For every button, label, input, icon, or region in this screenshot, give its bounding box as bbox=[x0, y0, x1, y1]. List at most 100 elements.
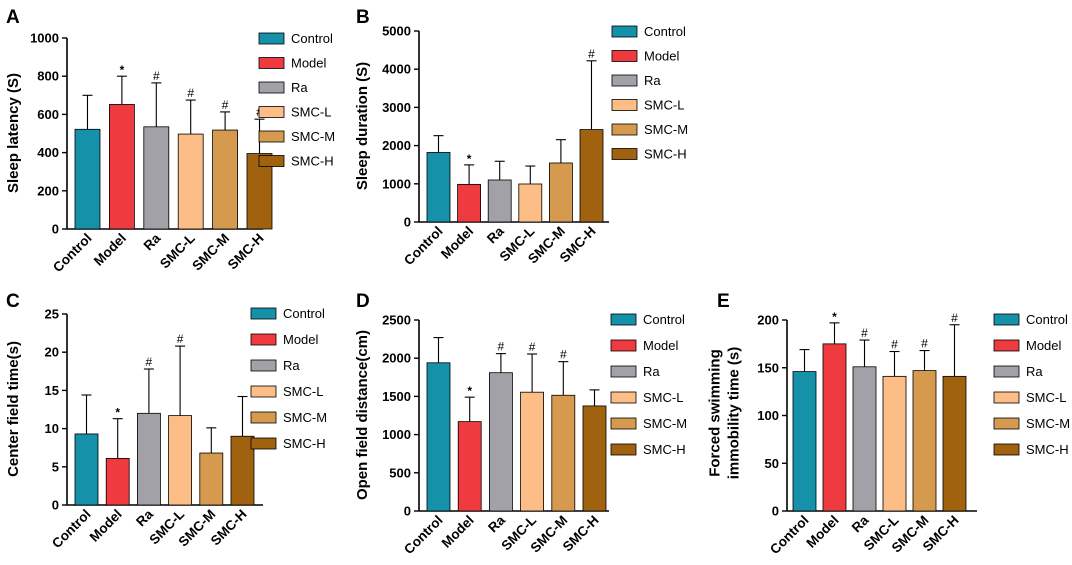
legend-label: Ra bbox=[291, 80, 308, 95]
y-tick-label: 800 bbox=[37, 69, 59, 84]
bar-ra bbox=[143, 126, 170, 230]
x-tick-label: Model bbox=[91, 231, 129, 269]
legend-swatch bbox=[610, 339, 637, 352]
x-tick-label: Control bbox=[50, 231, 95, 276]
legend-label: Model bbox=[1026, 338, 1062, 353]
y-tick-label: 0 bbox=[52, 498, 59, 513]
y-tick-label: 50 bbox=[765, 456, 779, 471]
y-tick-label: 200 bbox=[757, 313, 779, 328]
bar-smc-h bbox=[230, 435, 255, 506]
legend-swatch bbox=[993, 365, 1020, 378]
significance-mark: # bbox=[177, 332, 184, 346]
significance-mark: # bbox=[187, 86, 194, 100]
y-tick-label: 3000 bbox=[382, 100, 411, 115]
x-tick-label: Ra bbox=[485, 512, 508, 535]
bar-model bbox=[457, 183, 482, 223]
legend-label: Control bbox=[643, 312, 685, 327]
significance-mark: # bbox=[951, 311, 958, 325]
y-axis-title: Sleep duration (S) bbox=[354, 62, 371, 190]
legend-label: Control bbox=[644, 24, 686, 39]
legend-swatch bbox=[611, 74, 638, 87]
legend: Control Model Ra SMC-L SMC-M SMC-H bbox=[258, 31, 335, 169]
legend-swatch bbox=[258, 106, 285, 118]
bar-model bbox=[822, 343, 847, 512]
legend-label: SMC-M bbox=[643, 416, 687, 431]
y-tick-label: 1000 bbox=[30, 31, 59, 46]
significance-mark: # bbox=[146, 355, 153, 369]
x-tick-label: SMC-H bbox=[225, 231, 267, 273]
bar-ra bbox=[136, 412, 161, 506]
bar-control bbox=[792, 371, 817, 512]
y-tick-label: 1500 bbox=[382, 389, 411, 404]
y-tick-label: 400 bbox=[37, 145, 59, 160]
y-tick-label: 200 bbox=[37, 183, 59, 198]
legend-swatch bbox=[610, 313, 637, 326]
legend-label: SMC-L bbox=[283, 384, 323, 399]
panel-label: C bbox=[6, 291, 20, 312]
legend-label: SMC-H bbox=[644, 147, 687, 162]
x-tick-label: Model bbox=[439, 513, 477, 551]
y-axis-title: Open field distance(cm) bbox=[354, 330, 371, 500]
panel-label: B bbox=[356, 7, 370, 28]
x-tick-label: Control bbox=[401, 513, 446, 558]
panel-label: A bbox=[6, 7, 20, 28]
y-tick-label: 0 bbox=[404, 504, 411, 519]
x-tick-label: Model bbox=[803, 513, 841, 551]
legend-swatch bbox=[611, 25, 638, 38]
legend-swatch bbox=[610, 365, 637, 378]
bar-model bbox=[105, 457, 130, 506]
y-axis-title: Center field time(s) bbox=[5, 341, 22, 477]
y-tick-label: 5 bbox=[52, 459, 59, 474]
x-tick-label: Control bbox=[49, 507, 94, 552]
x-tick-label: Control bbox=[767, 513, 812, 558]
x-tick-label: Model bbox=[438, 224, 476, 262]
legend-label: SMC-H bbox=[283, 436, 326, 451]
y-tick-label: 150 bbox=[757, 360, 779, 375]
y-tick-label: 500 bbox=[389, 465, 411, 480]
legend-label: SMC-L bbox=[644, 98, 684, 113]
legend-label: Ra bbox=[644, 73, 661, 88]
significance-mark: # bbox=[153, 69, 160, 83]
bar-control bbox=[74, 128, 101, 230]
x-tick-label: Ra bbox=[141, 230, 164, 253]
legend-swatch bbox=[610, 443, 637, 456]
legend-swatch bbox=[258, 155, 285, 167]
chart-panel-c: C 0 5 10 15 20 25 Center field time(s) Control * M… bbox=[5, 291, 327, 551]
significance-mark: * bbox=[832, 310, 837, 324]
legend-swatch bbox=[250, 307, 277, 320]
legend-label: SMC-H bbox=[643, 442, 686, 457]
legend-label: Control bbox=[291, 31, 333, 46]
y-tick-label: 2000 bbox=[382, 351, 411, 366]
bar-control bbox=[74, 433, 99, 506]
significance-mark: * bbox=[120, 63, 125, 77]
bar-ra bbox=[487, 179, 512, 223]
panel-label: E bbox=[717, 291, 730, 312]
legend-label: SMC-L bbox=[291, 105, 331, 120]
legend-swatch bbox=[258, 32, 285, 45]
legend-swatch bbox=[250, 385, 277, 398]
legend-swatch bbox=[611, 123, 638, 136]
significance-mark: # bbox=[861, 326, 868, 340]
bar-control bbox=[426, 152, 451, 223]
y-tick-label: 600 bbox=[37, 107, 59, 122]
legend-swatch bbox=[250, 359, 277, 372]
legend-label: SMC-H bbox=[291, 154, 334, 169]
x-tick-label: SMC-M bbox=[189, 231, 232, 274]
legend-swatch bbox=[258, 57, 285, 69]
significance-mark: # bbox=[222, 98, 229, 112]
legend-swatch bbox=[258, 130, 285, 143]
y-tick-label: 0 bbox=[404, 215, 411, 230]
significance-mark: # bbox=[529, 340, 536, 354]
legend-swatch bbox=[258, 81, 285, 94]
legend-label: SMC-M bbox=[1026, 416, 1070, 431]
y-tick-label: 100 bbox=[757, 408, 779, 423]
legend-swatch bbox=[993, 339, 1020, 352]
chart-panel-b: B 0 1000 2000 3000 4000 5000 Sleep duration (S)… bbox=[354, 7, 688, 268]
legend-label: SMC-M bbox=[644, 122, 688, 137]
bar-model bbox=[109, 104, 135, 230]
legend-swatch bbox=[610, 391, 637, 404]
legend-label: Ra bbox=[643, 364, 660, 379]
significance-mark: * bbox=[115, 406, 120, 420]
legend-swatch bbox=[611, 148, 638, 160]
